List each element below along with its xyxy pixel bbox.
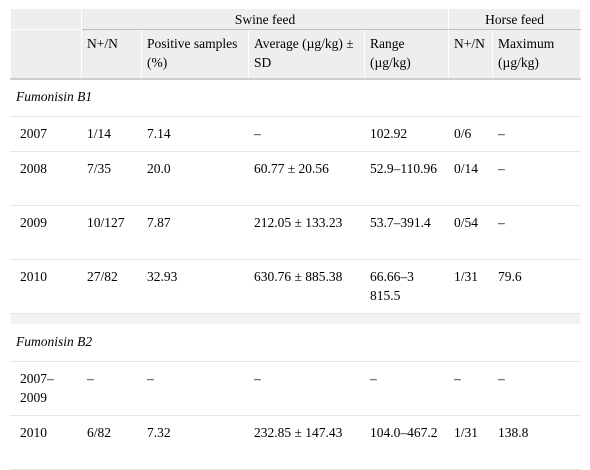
cell-range: 53.7–391.4 — [363, 205, 450, 260]
col-maximum: Maximum (µg/kg) — [492, 29, 582, 80]
cell-average: 212.05 ± 133.23 — [248, 205, 365, 260]
cell-positive: 32.93 — [141, 259, 249, 314]
cell-n-swine: 1/14 — [81, 116, 142, 152]
cell-average: 60.77 ± 20.56 — [248, 151, 365, 206]
section-title: Fumonisin B2 — [9, 324, 582, 362]
cell-n-horse: – — [448, 361, 494, 416]
header-empty-cell — [10, 8, 82, 30]
cell-year: 2010 — [10, 415, 82, 470]
section-title: Fumonisin B1 — [9, 78, 582, 117]
cell-positive: 7.32 — [141, 415, 249, 470]
group-swine-feed: Swine feed — [80, 8, 450, 30]
cell-n-swine: 7/35 — [81, 151, 142, 206]
cell-year: 2010 — [10, 259, 82, 314]
cell-n-horse: 0/14 — [448, 151, 494, 206]
spacer-cell — [9, 313, 582, 325]
table-row: 2007 1/14 7.14 – 102.92 0/6 – — [10, 116, 582, 152]
cell-positive: 7.14 — [141, 116, 249, 152]
section-fumonisin-b1: Fumonisin B1 — [9, 78, 582, 117]
cell-n-swine: 27/82 — [81, 259, 142, 314]
cell-range: 104.0–467.2 — [363, 415, 450, 470]
cell-positive: – — [141, 361, 249, 416]
cell-n-horse: 0/54 — [448, 205, 494, 260]
section-fumonisin-b2: Fumonisin B2 — [9, 324, 582, 362]
cell-maximum: 138.8 — [492, 415, 582, 470]
cell-maximum: 79.6 — [492, 259, 582, 314]
col-n-swine: N+/N — [81, 29, 142, 80]
cell-n-horse: 1/31 — [448, 259, 494, 314]
cell-range: 52.9–110.96 — [363, 151, 450, 206]
cell-year: 2008 — [10, 151, 82, 206]
table-row: 2008 7/35 20.0 60.77 ± 20.56 52.9–110.96… — [10, 151, 582, 206]
header-year-cell — [10, 29, 82, 80]
cell-n-horse: 1/31 — [448, 415, 494, 470]
group-horse-feed: Horse feed — [448, 8, 582, 30]
cell-average: 232.85 ± 147.43 — [248, 415, 365, 470]
fumonisin-table: Swine feed Horse feed N+/N Positive samp… — [9, 8, 582, 470]
cell-positive: 20.0 — [141, 151, 249, 206]
header-column-row: N+/N Positive samples (%) Average (µg/kg… — [10, 29, 582, 80]
cell-maximum: – — [492, 151, 582, 206]
col-average: Average (µg/kg) ± SD — [248, 29, 365, 80]
table-row: 2009 10/127 7.87 212.05 ± 133.23 53.7–39… — [10, 205, 582, 260]
cell-average: – — [248, 116, 365, 152]
table-row: 2007–2009 – – – – – – — [10, 361, 582, 416]
cell-n-swine: 10/127 — [81, 205, 142, 260]
cell-n-horse: 0/6 — [448, 116, 494, 152]
header-group-row: Swine feed Horse feed — [10, 8, 582, 30]
cell-n-swine: – — [81, 361, 142, 416]
cell-range: – — [363, 361, 450, 416]
cell-average: – — [248, 361, 365, 416]
cell-year: 2009 — [10, 205, 82, 260]
cell-year: 2007 — [10, 116, 82, 152]
cell-average: 630.76 ± 885.38 — [248, 259, 365, 314]
table-row: 2010 27/82 32.93 630.76 ± 885.38 66.66–3… — [10, 259, 582, 314]
cell-positive: 7.87 — [141, 205, 249, 260]
section-spacer — [9, 313, 582, 325]
cell-range: 102.92 — [363, 116, 450, 152]
cell-maximum: – — [492, 205, 582, 260]
cell-maximum: – — [492, 116, 582, 152]
cell-range: 66.66–3 815.5 — [363, 259, 450, 314]
table-row: 2010 6/82 7.32 232.85 ± 147.43 104.0–467… — [10, 415, 582, 470]
cell-year: 2007–2009 — [10, 361, 82, 416]
col-positive-samples: Positive samples (%) — [141, 29, 249, 80]
cell-n-swine: 6/82 — [81, 415, 142, 470]
col-range: Range (µg/kg) — [363, 29, 450, 80]
col-n-horse: N+/N — [448, 29, 494, 80]
cell-maximum: – — [492, 361, 582, 416]
